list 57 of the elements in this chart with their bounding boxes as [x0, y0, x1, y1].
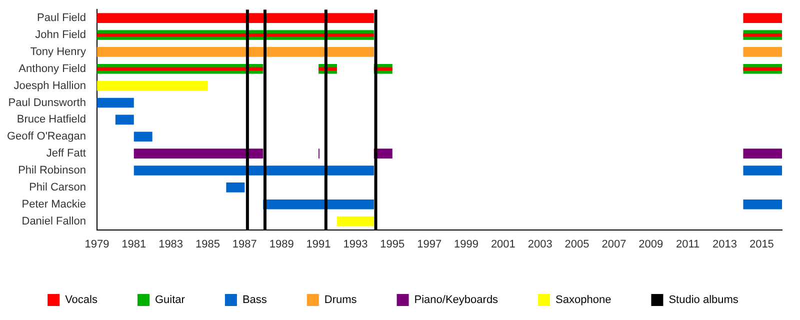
bar [743, 13, 782, 23]
bar [263, 199, 374, 210]
y-tick-label: Paul Field [37, 12, 86, 24]
legend-label: Piano/Keyboards [414, 294, 499, 306]
y-tick-label: Geoff O'Reagan [6, 130, 86, 143]
x-tick-label: 2009 [638, 238, 664, 250]
x-tick-label: 1995 [380, 238, 405, 250]
legend-label: Vocals [65, 294, 98, 306]
y-tick-label: Paul Dunsworth [8, 96, 86, 109]
x-tick-label: 2005 [564, 238, 590, 250]
x-tick-label: 1997 [417, 238, 442, 250]
y-tick-label: Anthony Field [18, 62, 86, 75]
bar [134, 148, 264, 158]
x-tick-label: 2013 [712, 238, 737, 250]
x-tick-label: 1983 [158, 238, 184, 250]
x-tick-label: 1991 [306, 238, 331, 250]
bar [336, 216, 374, 226]
bar [96, 67, 264, 71]
y-tick-label: Peter Mackie [22, 198, 86, 210]
x-tick-label: 1989 [269, 238, 294, 250]
x-tick-label: 1981 [122, 238, 146, 250]
legend-label: Bass [242, 294, 268, 306]
y-tick-label: Bruce Hatfield [16, 114, 86, 126]
y-tick-label: Joesph Hallion [14, 80, 86, 92]
x-tick-label: 2015 [749, 238, 774, 250]
x-tick-label: 2007 [602, 238, 626, 250]
bar [96, 80, 208, 91]
legend-label: Studio albums [668, 294, 739, 306]
y-tick-label: Phil Carson [29, 181, 86, 194]
bar [743, 166, 782, 176]
x-tick-label: 1987 [232, 238, 257, 250]
y-tick-label: Phil Robinson [18, 164, 86, 177]
x-tick-label: 1985 [195, 238, 220, 250]
bar [226, 182, 245, 192]
legend-label: Saxophone [556, 294, 612, 306]
bar [134, 166, 374, 176]
x-tick-label: 1999 [454, 238, 478, 250]
x-tick-label: 1993 [343, 238, 368, 250]
y-tick-label: Jeff Fatt [46, 148, 86, 160]
legend-label: Drums [324, 294, 358, 306]
x-tick-label: 2003 [528, 238, 552, 250]
bar [743, 199, 782, 210]
x-tick-label: 2011 [676, 238, 700, 250]
y-tick-label: Tony Henry [30, 46, 86, 58]
x-tick-label: 2001 [490, 238, 516, 250]
bar [743, 47, 782, 57]
bar [743, 67, 782, 71]
legend-label: Guitar [154, 294, 186, 306]
bar [96, 47, 374, 57]
bar [743, 148, 782, 158]
x-tick-label: 1979 [84, 238, 110, 250]
y-tick-label: John Field [35, 29, 86, 42]
bar [96, 13, 374, 23]
bar [96, 98, 134, 108]
bar [115, 114, 134, 125]
bar [134, 132, 152, 142]
y-tick-label: Daniel Fallon [22, 215, 86, 228]
